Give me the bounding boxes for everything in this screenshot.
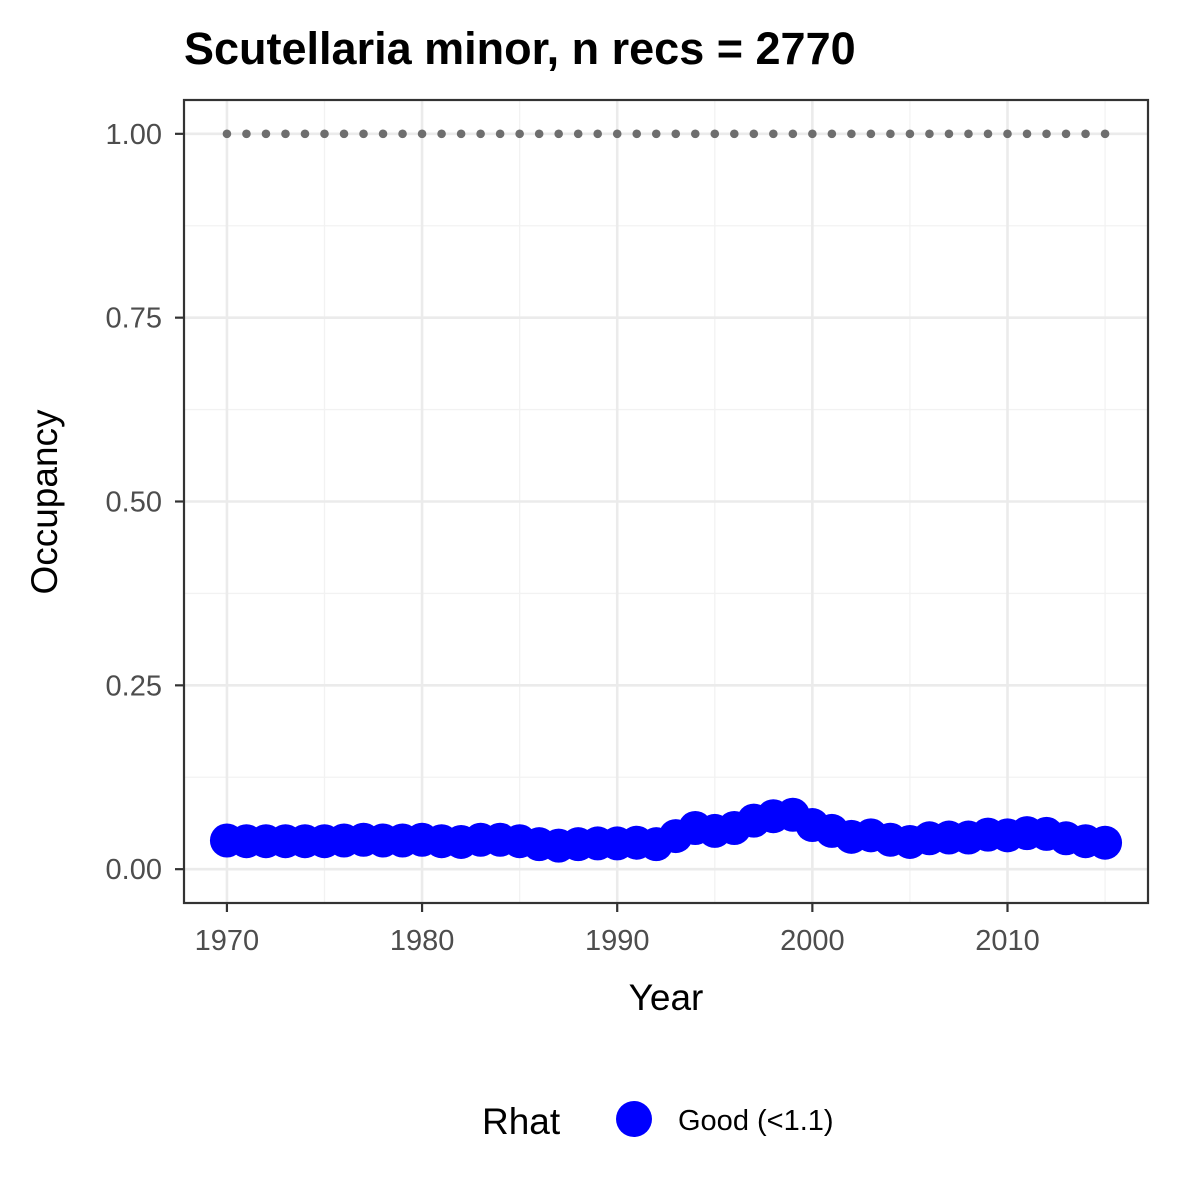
reference-line-layer [222,129,1110,139]
reference-line-dot [788,129,798,139]
reference-line-dot [320,129,329,139]
y-tick-label: 0.50 [106,487,162,519]
reference-line-dot [1022,129,1032,139]
reference-line-dot [925,129,934,139]
reference-line-dot [437,129,446,139]
legend: Rhat Good (<1.1) [482,1101,834,1142]
reference-line-dot [417,129,427,139]
reference-line-dot [554,129,563,139]
reference-line-dot [281,129,290,139]
reference-line-dot [573,129,583,139]
legend-label-good: Good (<1.1) [678,1105,834,1137]
reference-line-dot [769,129,778,139]
reference-line-dot [515,129,524,139]
reference-line-dot [300,129,310,139]
grid-layer [184,100,1148,903]
reference-line-dot [983,129,993,139]
reference-line-dot [632,129,642,139]
x-tick-label: 1990 [585,925,650,957]
reference-line-dot [1003,129,1012,139]
legend-key-good [616,1101,652,1137]
y-tick-label: 1.00 [106,119,162,151]
reference-line-dot [690,129,700,139]
reference-line-dot [729,129,739,139]
reference-line-dot [593,129,603,139]
reference-line-dot [944,129,954,139]
reference-line-dot [1081,129,1090,139]
reference-line-dot [476,129,485,139]
reference-line-dot [261,129,271,139]
axis-layer: 1970 1980 1990 2000 2010 0.00 0.25 0.50 0.75 1.00 [106,119,1040,957]
y-tick-label: 0.00 [106,854,162,886]
reference-line-dot [964,129,973,139]
reference-line-dot [456,129,466,139]
x-tick-label: 1970 [195,925,260,957]
x-tick-label: 2010 [975,925,1040,957]
reference-line-dot [242,129,251,139]
occupancy-point [1088,825,1123,860]
x-axis-title: Year [629,977,704,1018]
reference-line-dot [1061,129,1071,139]
reference-line-dot [359,129,368,139]
reference-line-dot [398,129,407,139]
y-tick-label: 0.25 [106,670,162,702]
x-tick-label: 1980 [390,925,455,957]
reference-line-dot [1100,129,1110,139]
reference-line-dot [534,129,544,139]
reference-line-dot [749,129,759,139]
legend-title: Rhat [482,1101,561,1142]
reference-line-dot [612,129,622,139]
x-tick-label: 2000 [780,925,845,957]
reference-line-dot [827,129,837,139]
reference-line-dot [847,129,856,139]
reference-line-dot [866,129,876,139]
reference-line-dot [339,129,349,139]
reference-line-dot [886,129,895,139]
points-layer [209,797,1123,863]
reference-line-dot [222,129,232,139]
y-tick-label: 0.75 [106,303,162,335]
reference-line-dot [710,129,720,139]
reference-line-dot [495,129,505,139]
reference-line-dot [808,129,817,139]
reference-line-dot [651,129,661,139]
reference-line-dot [905,129,915,139]
chart-title: Scutellaria minor, n recs = 2770 [184,23,856,74]
y-axis-title: Occupancy [24,409,65,595]
reference-line-dot [671,129,681,139]
reference-line-dot [1042,129,1051,139]
reference-line-dot [378,129,388,139]
